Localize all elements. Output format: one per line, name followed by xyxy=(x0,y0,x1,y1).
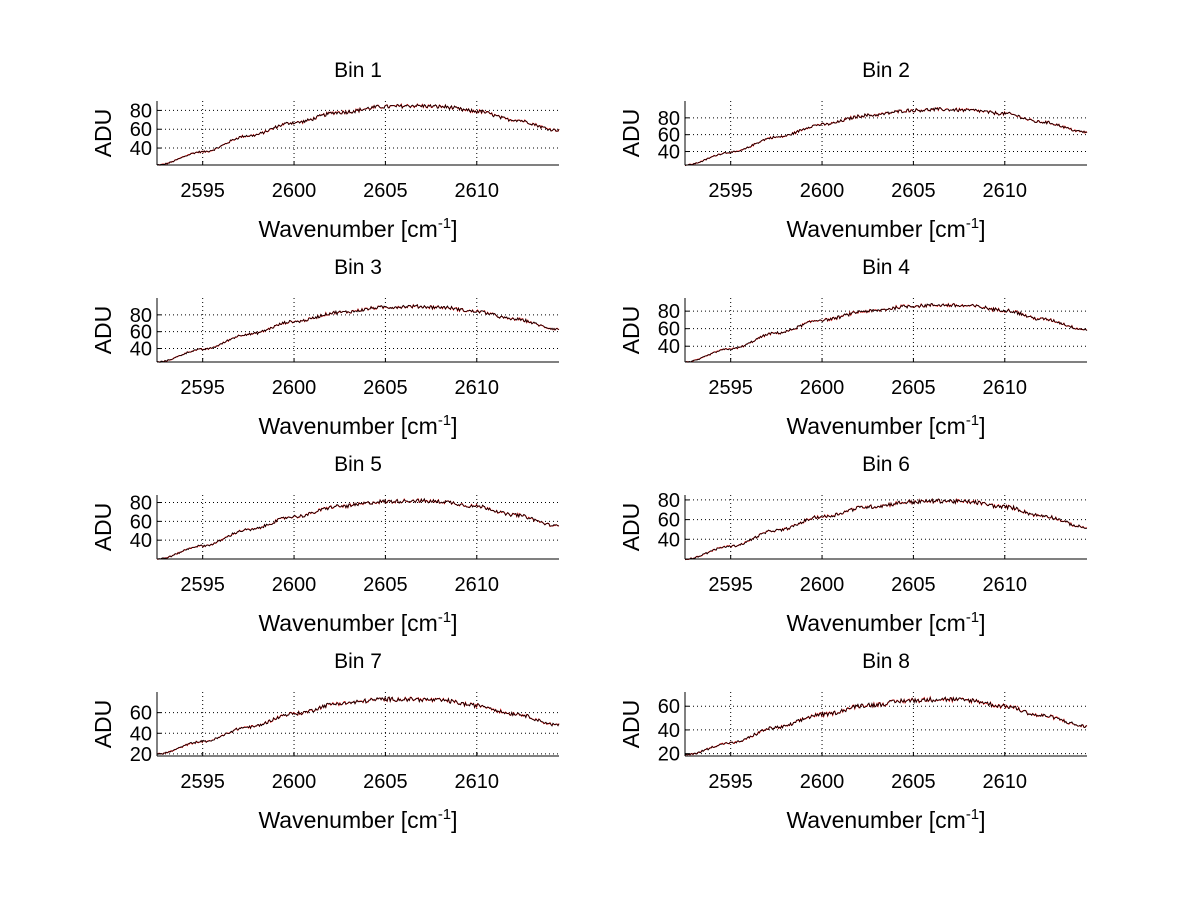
y-axis-label: ADU xyxy=(90,306,116,355)
x-tick-label: 2605 xyxy=(363,180,408,202)
x-axis-label: Wavenumber [cm-1] xyxy=(258,412,457,439)
x-tick-label: 2605 xyxy=(891,377,936,399)
x-axis-label: Wavenumber [cm-1] xyxy=(258,215,457,242)
x-axis-label: Wavenumber [cm-1] xyxy=(786,806,985,833)
x-tick-label: 2600 xyxy=(272,377,317,399)
y-tick-label: 20 xyxy=(130,744,152,766)
y-tick-label: 40 xyxy=(130,138,152,160)
y-tick-label: 40 xyxy=(130,339,152,361)
y-tick-label: 80 xyxy=(130,100,152,122)
x-axis-label: Wavenumber [cm-1] xyxy=(786,609,985,636)
x-tick-label: 2610 xyxy=(455,771,500,793)
x-tick-label: 2595 xyxy=(708,574,753,596)
x-axis-label: Wavenumber [cm-1] xyxy=(258,806,457,833)
x-tick-label: 2610 xyxy=(983,574,1028,596)
x-tick-label: 2610 xyxy=(983,771,1028,793)
y-tick-label: 60 xyxy=(658,319,680,341)
x-tick-label: 2595 xyxy=(708,180,753,202)
subplot-title: Bin 3 xyxy=(334,256,382,279)
x-axis-label: Wavenumber [cm-1] xyxy=(786,215,985,242)
x-tick-label: 2610 xyxy=(455,574,500,596)
y-tick-label: 40 xyxy=(658,529,680,551)
subplot-title: Bin 2 xyxy=(862,59,910,82)
y-tick-label: 40 xyxy=(658,336,680,358)
x-axis-label: Wavenumber [cm-1] xyxy=(258,609,457,636)
y-tick-label: 80 xyxy=(130,305,152,327)
y-tick-label: 80 xyxy=(130,493,152,515)
series-line-model xyxy=(156,696,560,755)
x-tick-label: 2605 xyxy=(891,180,936,202)
x-tick-label: 2600 xyxy=(272,574,317,596)
series-line-model xyxy=(684,696,1088,756)
x-tick-label: 2595 xyxy=(180,180,225,202)
y-tick-label: 60 xyxy=(658,125,680,147)
y-tick-label: 40 xyxy=(130,530,152,552)
series-line-model xyxy=(684,107,1088,167)
subplot-title: Bin 6 xyxy=(862,453,910,476)
y-tick-label: 60 xyxy=(658,696,680,718)
series-line-model xyxy=(156,497,560,560)
y-tick-label: 60 xyxy=(658,510,680,532)
y-tick-label: 60 xyxy=(130,511,152,533)
x-tick-label: 2595 xyxy=(180,771,225,793)
y-tick-label: 60 xyxy=(130,703,152,725)
x-tick-label: 2605 xyxy=(891,574,936,596)
y-tick-label: 80 xyxy=(658,490,680,512)
subplot-title: Bin 7 xyxy=(334,650,382,673)
x-tick-label: 2610 xyxy=(455,180,500,202)
x-tick-label: 2595 xyxy=(180,377,225,399)
x-tick-label: 2595 xyxy=(708,771,753,793)
x-tick-label: 2595 xyxy=(180,574,225,596)
x-tick-label: 2610 xyxy=(455,377,500,399)
subplot-title: Bin 8 xyxy=(862,650,910,673)
x-tick-label: 2600 xyxy=(272,771,317,793)
y-tick-label: 60 xyxy=(130,322,152,344)
y-tick-label: 40 xyxy=(130,723,152,745)
x-tick-label: 2595 xyxy=(708,377,753,399)
subplot-title: Bin 1 xyxy=(334,59,382,82)
y-tick-label: 80 xyxy=(658,108,680,130)
series-line-model xyxy=(684,498,1088,560)
x-tick-label: 2610 xyxy=(983,180,1028,202)
series-line-model xyxy=(156,103,560,166)
x-tick-label: 2605 xyxy=(363,377,408,399)
series-line-model xyxy=(156,303,560,363)
y-tick-label: 80 xyxy=(658,301,680,323)
subplot-title: Bin 4 xyxy=(862,256,910,279)
x-tick-label: 2600 xyxy=(800,377,845,399)
series-line-model xyxy=(684,303,1088,363)
x-tick-label: 2600 xyxy=(800,180,845,202)
y-tick-label: 40 xyxy=(658,142,680,164)
y-axis-label: ADU xyxy=(618,700,644,749)
y-axis-label: ADU xyxy=(90,109,116,158)
x-tick-label: 2610 xyxy=(983,377,1028,399)
y-tick-label: 40 xyxy=(658,720,680,742)
y-axis-label: ADU xyxy=(90,503,116,552)
x-tick-label: 2605 xyxy=(891,771,936,793)
x-tick-label: 2605 xyxy=(363,771,408,793)
x-tick-label: 2600 xyxy=(272,180,317,202)
y-axis-label: ADU xyxy=(90,700,116,749)
y-axis-label: ADU xyxy=(618,503,644,552)
y-axis-label: ADU xyxy=(618,306,644,355)
y-axis-label: ADU xyxy=(618,109,644,158)
x-tick-label: 2605 xyxy=(363,574,408,596)
x-tick-label: 2600 xyxy=(800,771,845,793)
x-tick-label: 2600 xyxy=(800,574,845,596)
subplot-title: Bin 5 xyxy=(334,453,382,476)
y-tick-label: 20 xyxy=(658,744,680,766)
x-axis-label: Wavenumber [cm-1] xyxy=(786,412,985,439)
y-tick-label: 60 xyxy=(130,119,152,141)
